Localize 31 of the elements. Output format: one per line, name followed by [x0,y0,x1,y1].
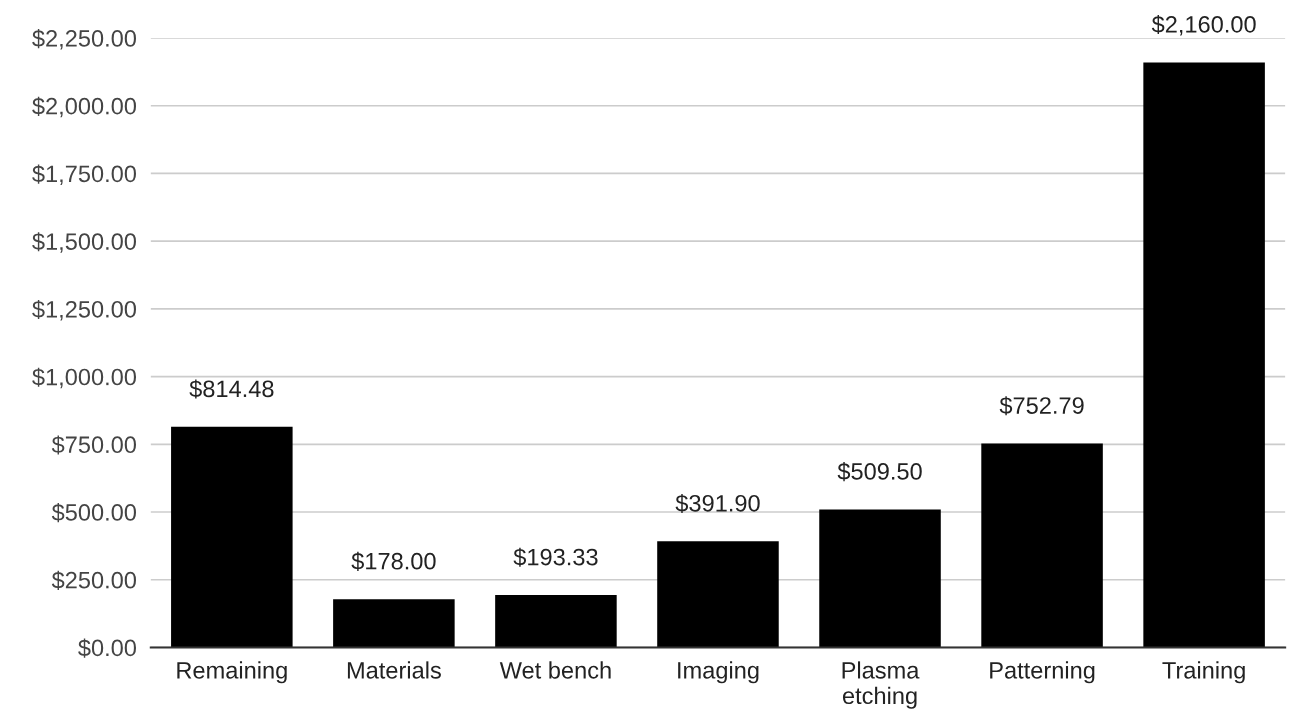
bar [819,509,941,648]
bar [981,443,1103,648]
y-tick-label: $1,250.00 [32,299,137,321]
x-tick-label: Training [1162,661,1245,684]
x-tick-label: Plasma etching [842,661,920,709]
bar [1143,62,1265,648]
bar [333,599,455,648]
x-tick-label: Remaining [177,661,287,684]
data-label: $178.00 [351,551,436,571]
y-tick-label: $2,000.00 [32,96,137,118]
x-tick-label: Patterning [990,661,1095,684]
x-tick-label: Imaging [678,661,759,684]
y-tick-label: $0.00 [78,638,137,658]
bar [657,541,779,648]
y-tick-label: $250.00 [51,570,137,590]
y-tick-label: $2,250.00 [32,29,137,50]
data-label: $752.79 [999,396,1084,416]
y-tick-label: $500.00 [51,503,137,523]
data-label: $509.50 [837,462,922,482]
data-label: $2,160.00 [1151,15,1256,36]
bar [171,426,293,648]
data-label: $391.90 [675,493,760,514]
x-tick-label: Wet bench [499,661,611,679]
x-tick-label: Materials [347,661,441,679]
y-tick-label: $1,750.00 [32,164,137,186]
y-tick-label: $1,000.00 [32,367,137,389]
y-tick-label: $750.00 [51,435,137,455]
data-label: $814.48 [189,379,274,399]
data-label: $193.33 [513,547,598,567]
y-tick-label: $1,500.00 [32,232,137,253]
bar [495,595,617,648]
